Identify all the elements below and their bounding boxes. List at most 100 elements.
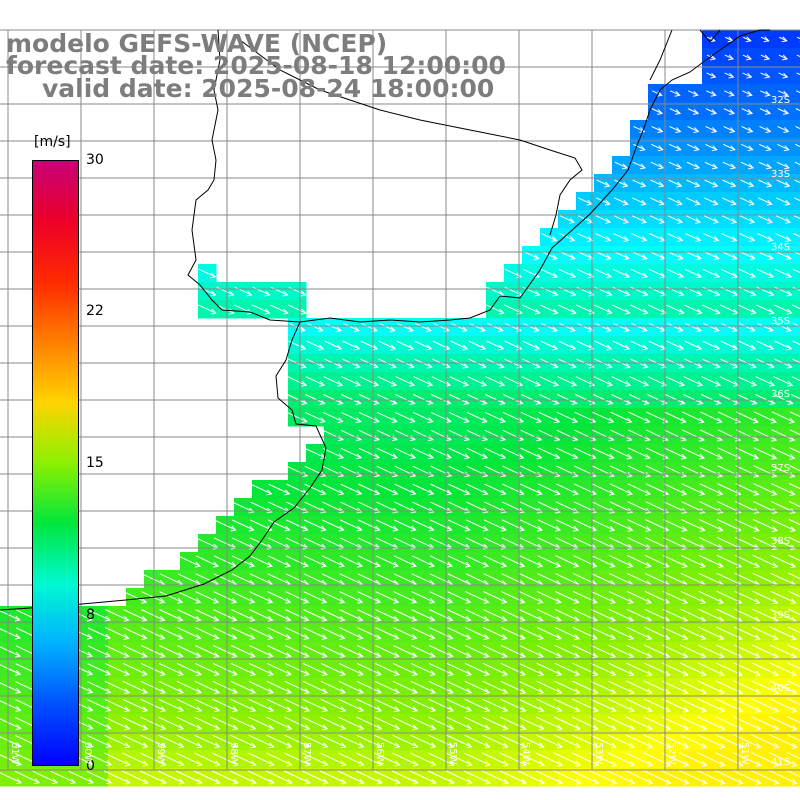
wind-arrow-head <box>569 326 576 333</box>
field-cell <box>792 660 800 679</box>
wind-arrow <box>687 108 699 114</box>
wind-arrow-head <box>358 706 365 713</box>
wind-arrow-head <box>372 362 379 369</box>
wind-arrow <box>661 752 689 766</box>
wind-arrow <box>716 572 742 586</box>
wind-arrow <box>482 716 508 730</box>
wind-arrow <box>556 411 578 423</box>
wind-arrow-head <box>322 760 329 767</box>
wind-arrow-head <box>551 254 558 261</box>
wind-arrow-head <box>447 688 455 695</box>
wind-arrow <box>248 734 274 748</box>
field-cell <box>792 534 800 553</box>
wind-arrow <box>87 699 111 711</box>
wind-arrow <box>647 394 667 404</box>
wind-arrow <box>651 143 663 151</box>
wind-arrow-head <box>767 217 774 224</box>
wind-arrow <box>394 411 416 423</box>
wind-arrow-head <box>15 760 23 767</box>
wind-arrow-head <box>556 688 563 695</box>
wind-arrow-head <box>374 507 381 514</box>
wind-arrow <box>176 680 202 694</box>
wind-arrow <box>320 734 346 748</box>
wind-arrow <box>536 698 562 712</box>
wind-arrow <box>734 572 760 586</box>
wind-arrow-head <box>587 326 594 333</box>
wind-arrow <box>559 233 575 241</box>
wind-arrow <box>303 591 327 603</box>
wind-arrow <box>519 573 543 585</box>
wind-arrow <box>250 519 272 531</box>
wind-arrow <box>643 752 671 766</box>
wind-arrow-head <box>608 489 616 496</box>
field-cell <box>792 120 800 139</box>
wind-arrow-head <box>232 724 239 731</box>
wind-arrow <box>231 591 255 603</box>
wind-arrow-head <box>574 688 581 695</box>
wind-arrow <box>266 645 292 657</box>
wind-arrow <box>268 519 290 531</box>
wind-arrow-head <box>681 507 688 514</box>
wind-arrow <box>703 215 719 223</box>
wind-arrow <box>626 644 652 658</box>
wind-arrow <box>123 627 147 639</box>
wind-arrow-head <box>484 688 491 695</box>
wind-arrow <box>630 286 648 296</box>
wind-arrow <box>555 555 579 567</box>
wind-arrow <box>432 340 450 350</box>
wind-arrow <box>538 411 560 423</box>
wind-arrow <box>410 645 436 657</box>
wind-arrow-head <box>521 778 528 785</box>
wind-arrow <box>176 645 202 657</box>
wind-arrow <box>518 662 544 676</box>
wind-arrow-head <box>15 687 22 694</box>
wind-arrow <box>411 609 435 621</box>
wind-arrow <box>140 716 166 730</box>
wind-arrow <box>594 250 612 260</box>
field-cell <box>792 390 800 409</box>
wind-arrow <box>216 286 234 296</box>
wind-arrow <box>519 537 543 549</box>
wind-arrow-head <box>715 399 722 405</box>
wind-arrow <box>446 662 472 676</box>
wind-arrow-head <box>230 525 237 532</box>
wind-arrow-head <box>447 597 454 604</box>
wind-arrow <box>751 662 779 676</box>
wind-arrow <box>338 698 364 712</box>
wind-arrow <box>540 340 558 350</box>
wind-arrow <box>607 734 635 748</box>
wind-arrow <box>483 573 507 585</box>
wind-arrow-head <box>664 598 671 605</box>
colorbar-tick-label: 22 <box>86 303 104 319</box>
wind-arrow <box>482 680 508 694</box>
wind-arrow-head <box>644 453 651 460</box>
wind-arrow <box>724 54 734 60</box>
wind-arrow-head <box>124 706 131 713</box>
field-cell <box>792 552 800 571</box>
wind-arrow <box>467 394 487 404</box>
wind-arrow-head <box>480 362 487 369</box>
wind-arrow-head <box>518 525 525 532</box>
wind-arrow-head <box>695 326 702 333</box>
wind-arrow-head <box>520 724 527 731</box>
wind-arrow-head <box>697 399 704 405</box>
wind-arrow-head <box>534 362 541 369</box>
wind-arrow-head <box>428 561 436 568</box>
wind-arrow-head <box>608 453 615 460</box>
wind-arrow <box>596 197 610 205</box>
wind-arrow-head <box>552 362 559 369</box>
wind-arrow <box>720 322 738 332</box>
wind-arrow <box>198 286 216 296</box>
wind-arrow <box>699 429 723 441</box>
wind-arrow <box>669 143 681 151</box>
wind-arrow-head <box>213 616 220 622</box>
wind-arrow-head <box>376 760 383 767</box>
wind-arrow-head <box>605 217 612 224</box>
wind-arrow-head <box>500 471 507 478</box>
wind-arrow <box>303 537 327 549</box>
wind-arrow <box>159 591 183 603</box>
wind-arrow-head <box>285 616 292 622</box>
field-cell <box>792 750 800 769</box>
field-cell <box>792 102 800 121</box>
wind-arrow-head <box>773 688 780 695</box>
